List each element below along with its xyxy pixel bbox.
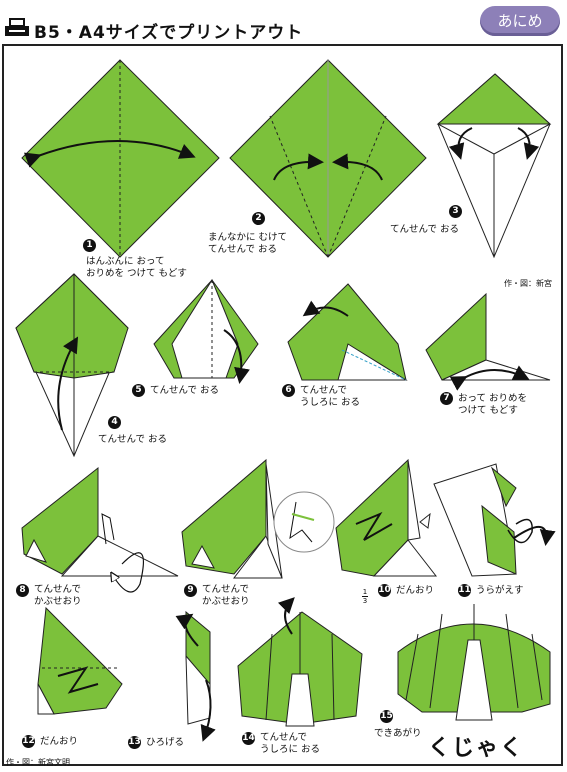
- step-7-text: おって おりめを つけて もどす: [458, 393, 528, 416]
- step-9-text: てんせんで かぶせおり: [202, 584, 250, 607]
- step-2-number: 2: [252, 212, 265, 225]
- step-11-diagram: [433, 463, 556, 577]
- printer-icon: [5, 18, 29, 36]
- step-13-diagram: [175, 610, 216, 742]
- step-8-text: てんせんで かぶせおり: [34, 584, 82, 607]
- step-4-number: 4: [108, 416, 121, 429]
- fraction-bottom: 3: [362, 597, 368, 605]
- step-15-text: できあがり: [374, 728, 422, 739]
- step-3-diagram: [436, 73, 552, 259]
- step-12-number: 12: [22, 735, 35, 748]
- step-2-text: まんなかに むけて てんせんで おる: [208, 232, 288, 255]
- step-10-text: だんおり: [396, 585, 435, 596]
- step-13-text: ひろげる: [146, 737, 185, 748]
- step-15-number: 15: [380, 710, 393, 723]
- step-13-number: 13: [128, 736, 141, 749]
- step-5-text: てんせんで おる: [150, 385, 220, 396]
- page-title: B5・A4サイズでプリントアウト: [34, 23, 304, 43]
- step-9-number: 9: [184, 584, 197, 597]
- finished-model-name: くじゃく: [428, 736, 525, 761]
- step-6-number: 6: [282, 384, 295, 397]
- step-2-diagram: [229, 59, 427, 258]
- step-10-diagram: [335, 458, 438, 577]
- credit-bottom: 作・図：新宮文明: [6, 758, 70, 767]
- step-11-text: うらがえす: [476, 585, 524, 596]
- step-14-diagram: [237, 597, 363, 727]
- step-3-number: 3: [449, 205, 462, 218]
- page-header: B5・A4サイズでプリントアウト あにめ: [0, 0, 567, 44]
- step-9-diagram: [181, 458, 283, 579]
- step-1-diagram: [21, 59, 220, 258]
- step-15-diagram: [397, 604, 551, 721]
- fraction-top: 1: [362, 588, 368, 596]
- credit-top: 作・図：新宮: [504, 279, 552, 288]
- detail-circle: [273, 491, 335, 553]
- step-14-text: てんせんで うしろに おる: [260, 732, 321, 755]
- step-8-number: 8: [16, 584, 29, 597]
- step-8-diagram: [21, 466, 179, 593]
- step-12-text: だんおり: [40, 736, 79, 747]
- diagram-frame: [2, 44, 563, 766]
- fraction-mark: 1 3: [362, 588, 368, 605]
- step-1-text: はんぶんに おって おりめを つけて もどす: [86, 256, 187, 279]
- brand-badge[interactable]: あにめ: [480, 6, 560, 36]
- step-14-number: 14: [242, 732, 255, 745]
- fraction-bar: [362, 596, 368, 597]
- step-7-diagram: [425, 292, 551, 391]
- step-5-number: 5: [132, 384, 145, 397]
- step-3-text: てんせんで おる: [390, 224, 460, 235]
- step-6-diagram: [287, 283, 408, 381]
- step-10-number: 10: [378, 584, 391, 597]
- step-5-diagram: [153, 278, 259, 384]
- step-1-number: 1: [83, 239, 96, 252]
- origami-diagram: [15, 59, 556, 742]
- step-12-diagram: [37, 606, 123, 715]
- step-6-text: てんせんで うしろに おる: [300, 385, 361, 408]
- step-7-number: 7: [440, 392, 453, 405]
- step-4-text: てんせんで おる: [98, 434, 168, 445]
- step-11-number: 11: [458, 584, 471, 597]
- step-4-diagram: [15, 273, 129, 458]
